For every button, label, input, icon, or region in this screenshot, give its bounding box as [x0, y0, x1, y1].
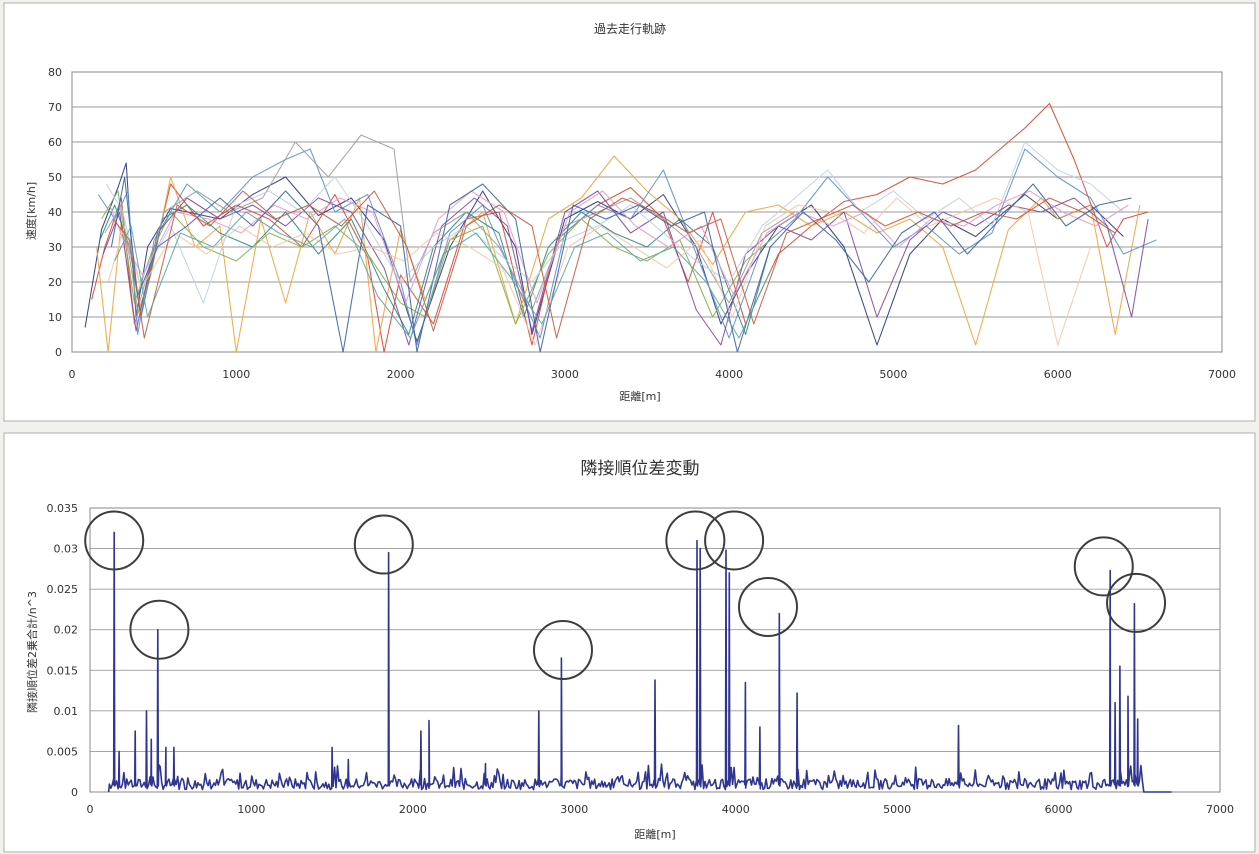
rank-diff-y-tick-label: 0.025 — [47, 583, 79, 596]
rank-diff-x-tick-label: 2000 — [399, 803, 427, 816]
speed-y-tick-label: 0 — [55, 346, 62, 359]
rank-diff-chart-x-ticks: 0 1000 2000 3000 4000 5000 6000 7000 — [87, 803, 1235, 816]
speed-chart-y-ticks: 0 10 20 30 40 50 60 70 80 — [48, 66, 62, 359]
speed-series-line-3 — [96, 155, 1141, 353]
peak-highlight-circle-7 — [738, 576, 798, 637]
rank-diff-x-tick-label: 3000 — [560, 803, 588, 816]
speed-y-tick-label: 20 — [48, 276, 62, 289]
rank-diff-chart-panel: 隣接順位差変動 0 0.005 0.01 0.015 0.02 0.025 0.03 0.03… — [3, 432, 1256, 853]
speed-series-line-14 — [114, 211, 773, 339]
speed-series-line-6 — [101, 190, 779, 325]
rank-diff-chart-y-ticks: 0 0.005 0.01 0.015 0.02 0.025 0.03 0.035 — [47, 502, 79, 799]
peak-highlight-circle-3 — [353, 514, 414, 575]
rank-diff-y-tick-label: 0.03 — [54, 543, 79, 556]
speed-y-tick-label: 70 — [48, 101, 62, 114]
speed-y-tick-label: 60 — [48, 136, 62, 149]
speed-chart-series-group — [84, 102, 1157, 353]
rank-diff-y-tick-label: 0.01 — [54, 705, 79, 718]
speed-y-tick-label: 40 — [48, 206, 62, 219]
peak-highlight-circle-1 — [84, 510, 145, 571]
rank-diff-x-tick-label: 5000 — [883, 803, 911, 816]
rank-diff-chart-x-label: 距離[m] — [634, 827, 675, 841]
rank-diff-chart-y-label: 隣接順位差2乗合計/n^3 — [25, 591, 39, 713]
speed-series-line-11 — [109, 190, 1129, 304]
speed-series-line-7 — [102, 190, 1149, 346]
rank-diff-y-tick-label: 0 — [71, 786, 78, 799]
speed-x-tick-label: 7000 — [1208, 368, 1236, 381]
speed-y-tick-label: 30 — [48, 241, 62, 254]
speed-x-tick-label: 2000 — [387, 368, 415, 381]
rank-diff-peak-annotations — [84, 510, 1167, 680]
rank-diff-chart-title: 隣接順位差変動 — [581, 459, 700, 479]
speed-chart-y-label: 速度[km/h] — [24, 182, 38, 240]
speed-series-line-4 — [97, 148, 1157, 346]
speed-y-tick-label: 50 — [48, 171, 62, 184]
speed-y-tick-label: 10 — [48, 311, 62, 324]
speed-x-tick-label: 3000 — [551, 368, 579, 381]
rank-diff-x-tick-label: 6000 — [1045, 803, 1073, 816]
rank-diff-y-tick-label: 0.035 — [47, 502, 79, 515]
rank-diff-y-tick-label: 0.005 — [47, 745, 79, 758]
speed-x-tick-label: 1000 — [222, 368, 250, 381]
speed-chart-title: 過去走行軌跡 — [594, 21, 666, 36]
rank-diff-chart-series-group — [107, 531, 1172, 793]
rank-diff-x-tick-label: 0 — [87, 803, 94, 816]
speed-x-tick-label: 0 — [69, 368, 76, 381]
peak-highlight-circle-6 — [704, 510, 765, 571]
rank-diff-series-line — [107, 531, 1172, 793]
speed-plot-frame — [71, 71, 1223, 353]
speed-chart-gridlines — [71, 71, 1223, 353]
peak-highlight-circle-2 — [129, 599, 190, 660]
peak-highlight-circle-8 — [1073, 536, 1134, 597]
speed-chart-x-ticks: 0 1000 2000 3000 4000 5000 6000 7000 — [69, 368, 1237, 381]
peak-highlight-circle-9 — [1106, 572, 1167, 633]
speed-x-tick-label: 5000 — [879, 368, 907, 381]
rank-diff-x-tick-label: 1000 — [237, 803, 265, 816]
rank-diff-x-tick-label: 4000 — [722, 803, 750, 816]
peak-highlight-circle-5 — [665, 510, 726, 571]
speed-x-tick-label: 6000 — [1044, 368, 1072, 381]
rank-diff-y-tick-label: 0.02 — [54, 624, 79, 637]
rank-diff-x-tick-label: 7000 — [1206, 803, 1234, 816]
peak-highlight-circle-4 — [532, 620, 593, 680]
speed-chart-panel: 過去走行軌跡 0 10 20 30 40 50 60 70 80 0 1000 2000 3000 40… — [3, 2, 1256, 422]
rank-diff-plot-frame — [89, 507, 1221, 793]
speed-chart-x-label: 距離[m] — [619, 389, 660, 403]
rank-diff-y-tick-label: 0.015 — [47, 664, 79, 677]
speed-x-tick-label: 4000 — [715, 368, 743, 381]
speed-y-tick-label: 80 — [48, 66, 62, 79]
speed-series-line-9 — [106, 141, 1124, 304]
speed-series-line-13 — [112, 190, 1116, 339]
